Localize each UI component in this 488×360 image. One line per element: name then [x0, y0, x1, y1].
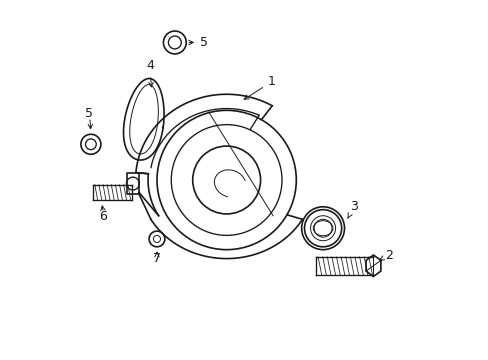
Text: 3: 3: [347, 200, 357, 219]
Text: 5: 5: [188, 36, 207, 49]
Text: 6: 6: [99, 210, 107, 223]
Text: 5: 5: [85, 107, 93, 120]
Text: 7: 7: [153, 252, 161, 265]
Text: 2: 2: [379, 248, 393, 261]
Text: 4: 4: [145, 59, 153, 87]
Text: 1: 1: [244, 75, 275, 99]
